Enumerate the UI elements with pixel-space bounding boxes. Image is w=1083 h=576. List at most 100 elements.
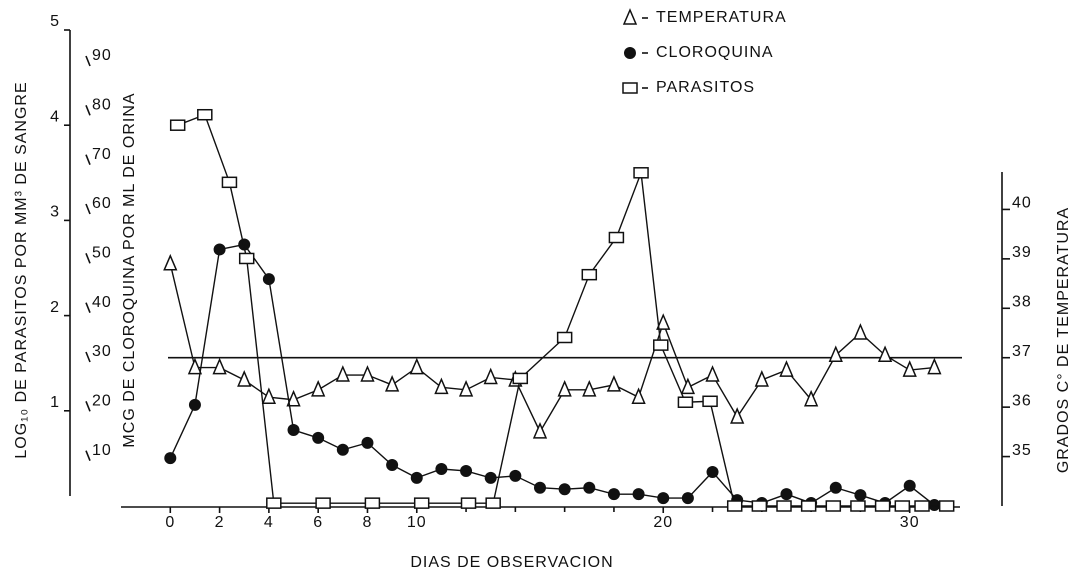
data-point [509,469,522,482]
data-point [364,497,381,509]
y3-tick-label: 37 [1012,343,1032,360]
data-point [485,497,501,509]
data-point [261,387,277,405]
legend-label: CLOROQUINA [656,44,774,61]
data-point [754,370,769,387]
data-point [534,481,546,494]
data-point [779,360,794,377]
data-point [169,119,186,131]
data-point [680,377,696,395]
y3-tick-label: 39 [1012,244,1032,261]
data-point [657,492,670,505]
data-point [460,464,473,477]
data-point [557,379,572,397]
data-point [632,488,645,501]
data-point [677,396,694,408]
x-tick-label: 30 [900,514,920,531]
data-point [902,360,917,377]
data-point [631,387,646,405]
data-point [656,313,671,330]
y2-tick [85,154,91,165]
data-point [315,497,331,509]
y-tick-label: 5 [50,13,60,30]
data-point [435,463,448,475]
x-tick-label: 2 [215,514,225,531]
data-point [460,497,477,509]
data-point [633,167,649,179]
y2-tick [85,105,91,116]
data-point [221,176,238,189]
y2-tick [85,351,91,363]
data-point [829,481,842,494]
data-point [410,471,423,484]
data-point [386,459,399,472]
y3-tick-label: 40 [1012,195,1032,212]
data-point [312,431,325,444]
y2-tick-label: 20 [92,393,112,410]
x-tick-label: 20 [653,514,673,531]
y2-tick-label: 10 [92,442,112,459]
data-point [262,273,275,286]
data-point [336,443,349,456]
data-point [730,407,745,424]
data-point [653,339,669,351]
data-point [828,345,843,362]
y3-tick-label: 36 [1012,392,1032,409]
data-point [266,497,282,509]
legend-marker [624,47,636,59]
x-axis-label: DIAS DE OBSERVACION [410,554,613,571]
data-point [335,365,350,382]
y-tick-label: 3 [50,204,60,221]
series-line [177,113,947,507]
data-point [608,231,625,244]
legend-marker [622,82,638,94]
data-point [237,370,252,387]
y2-tick [85,55,91,67]
data-point [927,357,942,375]
data-point [751,500,768,512]
data-point [163,253,178,271]
data-point [800,500,817,512]
data-point [512,372,529,385]
data-point [164,452,177,465]
data-point [238,252,255,265]
data-point [776,500,792,512]
series-line [169,243,935,506]
legend-marker [622,8,638,25]
data-point [434,377,449,395]
legend-label: TEMPERATURA [656,9,787,26]
data-point [606,374,622,392]
y3-tick-label: 35 [1012,442,1032,459]
data-point [825,500,842,512]
data-point [583,481,596,494]
series-line [169,263,935,434]
y2-tick-label: 30 [92,343,112,360]
data-point [803,389,819,407]
data-point [413,497,430,509]
y2-tick [85,253,91,264]
data-point [483,367,498,385]
data-point [188,398,201,411]
data-point [854,489,867,502]
y2-tick-label: 90 [92,47,112,64]
data-point [556,331,573,344]
data-point [850,500,866,512]
data-point [484,471,497,484]
data-point [311,379,326,397]
x-tick-label: 0 [165,514,175,531]
y2-tick-label: 40 [92,294,112,311]
y2-tick-label: 80 [92,97,112,114]
x-tick-label: 6 [313,514,323,531]
data-point [702,395,718,408]
x-tick-label: 4 [264,514,274,531]
data-point [212,357,227,375]
y3-axis-label: GRADOS C° DE TEMPERATURA [1055,207,1072,473]
data-point [409,357,424,375]
y2-tick-label: 70 [92,146,112,163]
data-point [607,488,620,501]
data-point [705,365,720,382]
y2-tick-label: 60 [92,195,112,212]
data-point [582,379,597,397]
data-point [726,500,743,512]
